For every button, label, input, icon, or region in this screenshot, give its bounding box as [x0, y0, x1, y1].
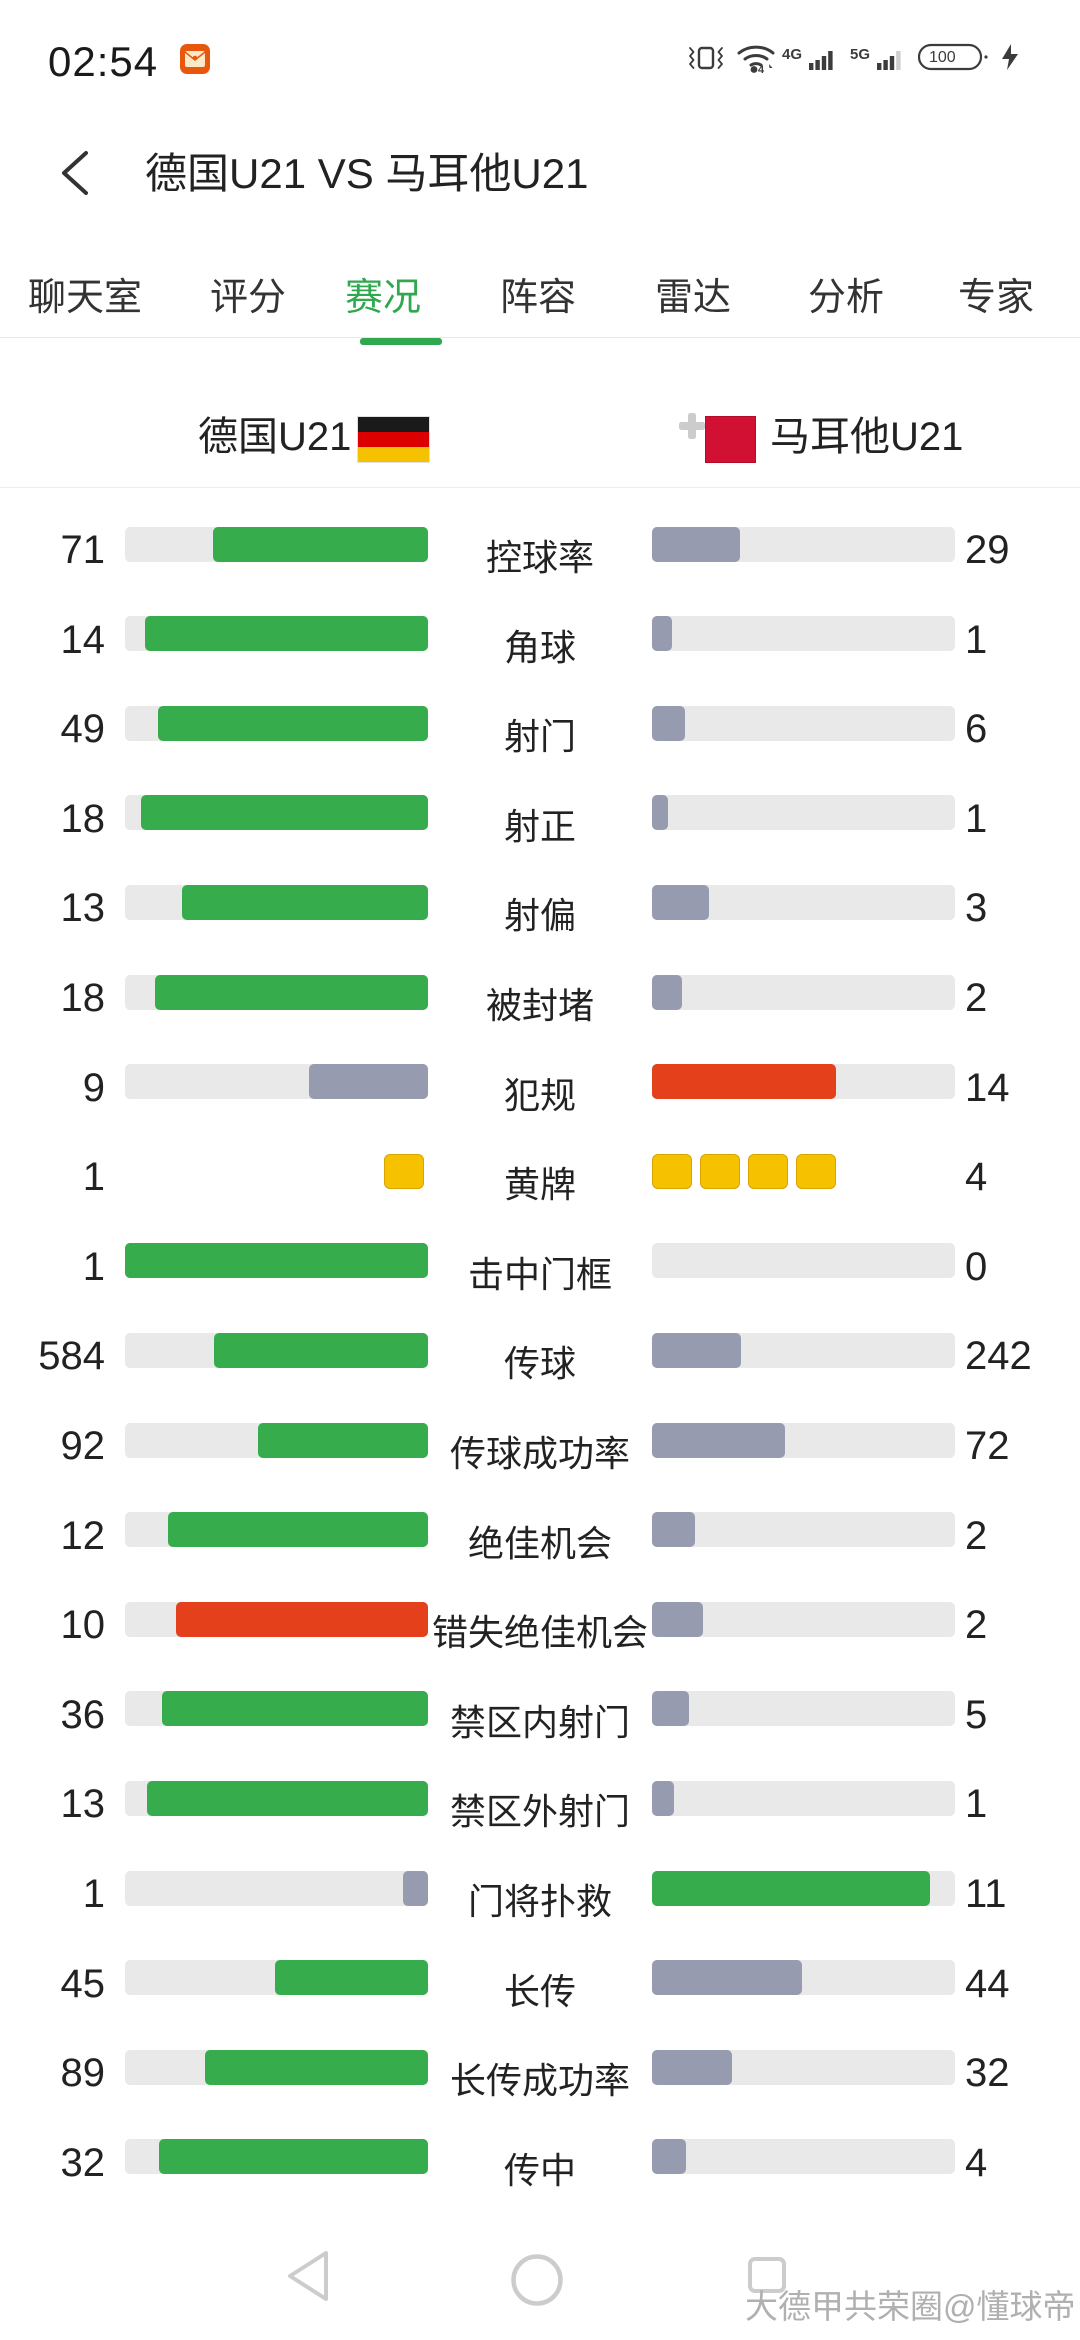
svg-text:4G: 4G: [782, 46, 802, 63]
svg-text:4: 4: [758, 64, 765, 74]
svg-text:100: 100: [929, 49, 956, 66]
svg-text:5G: 5G: [850, 46, 870, 63]
